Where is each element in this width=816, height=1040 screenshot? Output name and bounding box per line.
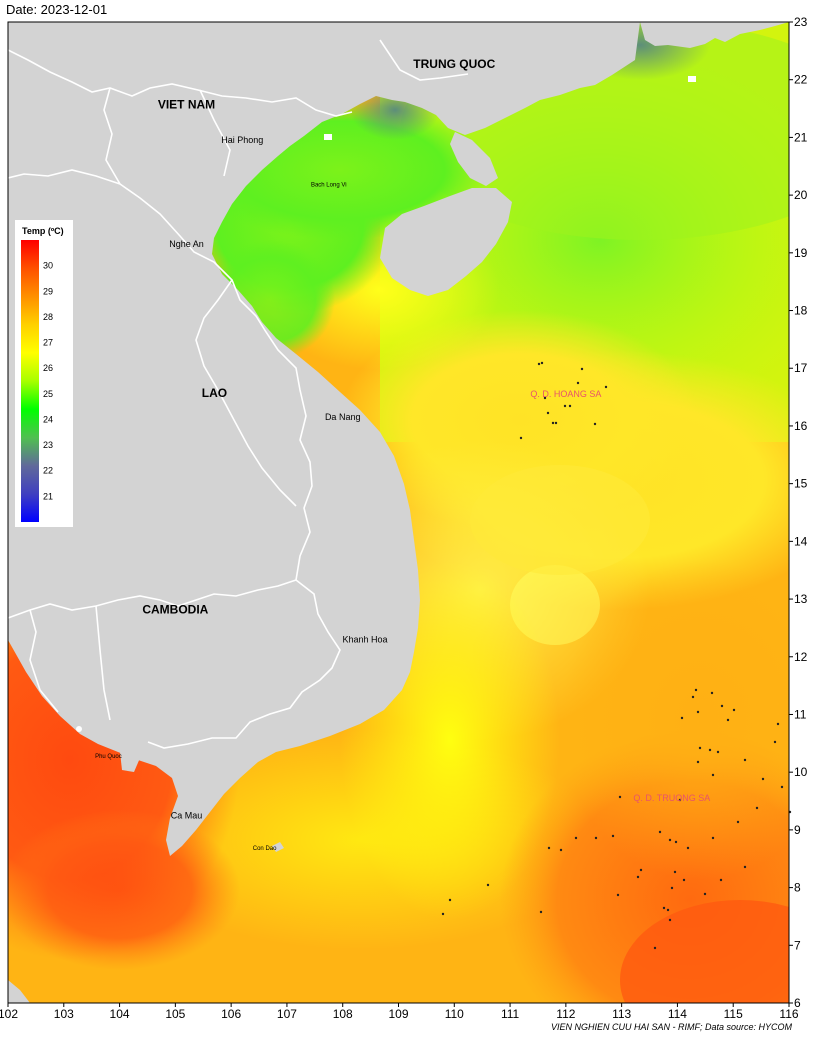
longitude-tick-label: 105: [165, 1007, 185, 1021]
longitude-tick-label: 102: [0, 1007, 18, 1021]
latitude-tick-label: 20: [794, 188, 808, 202]
phu-quoc-island: [120, 744, 140, 772]
latitude-tick-label: 13: [794, 592, 808, 606]
longitude-tick-label: 104: [110, 1007, 130, 1021]
longitude-tick-label: 115: [724, 1007, 743, 1021]
latitude-tick-label: 18: [794, 304, 808, 318]
longitude-tick-label: 116: [779, 1007, 798, 1021]
latitude-tick-label: 14: [794, 534, 808, 548]
longitude-tick-label: 107: [277, 1007, 297, 1021]
latitude-tick-label: 10: [794, 765, 808, 779]
legend-tick-label: 25: [43, 389, 53, 399]
legend-tick-label: 30: [43, 261, 53, 271]
place-label: Khanh Hoa: [343, 634, 388, 644]
latitude-axis: 6 7 8 9 10 11 12 13 14 15 16 17 18 19 20 21 22 23: [789, 15, 808, 1010]
landmass: [8, 22, 789, 1003]
longitude-tick-label: 112: [556, 1007, 575, 1021]
latitude-tick-label: 9: [794, 823, 801, 837]
archipelago-label: Q. D. HOANG SA: [530, 389, 601, 399]
place-labels: Hai Phong Nghe An Da Nang Khanh Hoa Ca Mau: [169, 135, 387, 820]
date-label: Date: 2023-12-01: [6, 2, 108, 17]
island-labels: Bach Long Vi Phu Quoc Con Dao: [95, 182, 346, 852]
longitude-tick-label: 111: [501, 1007, 520, 1021]
place-label: Nghe An: [169, 239, 204, 249]
legend-tick-label: 22: [43, 466, 53, 476]
small-island-marks: [76, 76, 696, 732]
latitude-tick-label: 15: [794, 477, 808, 491]
latitude-tick-label: 7: [794, 938, 801, 952]
hainan-island: [380, 188, 512, 296]
longitude-tick-label: 108: [333, 1007, 353, 1021]
longitude-axis: 102 103 104 105 106 107 108 109 110 111 112 113 114 1…: [0, 1003, 799, 1021]
country-borders: [8, 39, 469, 749]
island-label: Phu Quoc: [95, 754, 122, 760]
legend-tick-label: 29: [43, 286, 53, 296]
place-label: Da Nang: [325, 412, 361, 422]
country-labels: TRUNG QUOC VIET NAM LAO CAMBODIA: [142, 57, 495, 616]
legend-title: Temp (ºC): [22, 226, 64, 236]
leizhou-peninsula: [450, 132, 498, 186]
archipelago-label: Q. D. TRUONG SA: [633, 793, 710, 803]
legend-colorbar: [21, 240, 39, 522]
mainland: [8, 22, 789, 856]
data-source-credit: VIEN NGHIEN CUU HAI SAN - RIMF; Data sou…: [550, 1022, 792, 1032]
legend-tick-label: 24: [43, 414, 53, 424]
longitude-tick-label: 110: [445, 1007, 464, 1021]
country-label: LAO: [202, 386, 227, 400]
country-label: VIET NAM: [158, 98, 215, 112]
latitude-tick-label: 23: [794, 15, 808, 29]
con-dao-island: [272, 842, 284, 852]
island-label: Con Dao: [253, 846, 277, 852]
legend-tick-label: 27: [43, 338, 53, 348]
place-label: Hai Phong: [221, 135, 263, 145]
hoang-sa-islands: [519, 361, 608, 440]
legend-tick-label: 28: [43, 312, 53, 322]
latitude-tick-label: 8: [794, 881, 801, 895]
country-label: TRUNG QUOC: [413, 57, 495, 71]
latitude-tick-label: 12: [794, 650, 808, 664]
legend-tick-label: 23: [43, 440, 53, 450]
legend-tick-label: 26: [43, 363, 53, 373]
latitude-tick-label: 11: [794, 707, 807, 721]
longitude-tick-label: 103: [54, 1007, 74, 1021]
latitude-tick-label: 21: [794, 130, 808, 144]
temperature-legend: Temp (ºC) 21 22 23 24 25 26 27 28 29 30: [15, 220, 73, 527]
longitude-tick-label: 109: [388, 1007, 408, 1021]
legend-ticks: 21 22 23 24 25 26 27 28 29 30: [43, 261, 53, 502]
longitude-tick-label: 114: [668, 1007, 687, 1021]
latitude-tick-label: 16: [794, 419, 808, 433]
place-label: Ca Mau: [171, 810, 203, 820]
island-label: Bach Long Vi: [311, 182, 347, 188]
archipelago-labels: Q. D. HOANG SA Q. D. TRUONG SA: [530, 389, 710, 803]
country-label: CAMBODIA: [142, 602, 208, 616]
legend-tick-label: 21: [43, 491, 53, 501]
latitude-tick-label: 19: [794, 246, 808, 260]
truong-sa-islands: [441, 688, 792, 950]
latitude-tick-label: 6: [794, 996, 801, 1010]
southwest-land: [8, 980, 30, 1003]
longitude-tick-label: 106: [221, 1007, 241, 1021]
latitude-tick-label: 22: [794, 73, 808, 87]
latitude-tick-label: 17: [794, 361, 808, 375]
longitude-tick-label: 113: [612, 1007, 631, 1021]
